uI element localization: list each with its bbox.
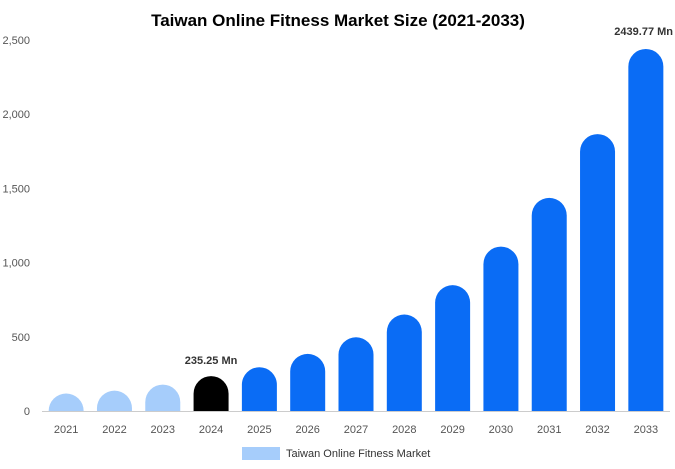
x-tick-label: 2021 bbox=[54, 424, 78, 436]
legend-swatch[interactable] bbox=[242, 447, 280, 460]
data-label-2033: 2439.77 Mn bbox=[614, 26, 673, 38]
data-labels-group: 235.25 Mn 2439.77 Mn bbox=[185, 26, 673, 367]
y-tick-label: 1,500 bbox=[2, 183, 30, 195]
x-tick-label: 2028 bbox=[392, 424, 416, 436]
bar-2024[interactable] bbox=[193, 376, 229, 411]
x-tick-label: 2030 bbox=[489, 424, 513, 436]
bar-2032[interactable] bbox=[580, 134, 616, 411]
x-tick-label: 2023 bbox=[151, 424, 175, 436]
legend[interactable]: Taiwan Online Fitness Market bbox=[242, 447, 430, 460]
chart-title: Taiwan Online Fitness Market Size (2021-… bbox=[151, 11, 525, 30]
y-tick-label: 1,000 bbox=[2, 258, 30, 270]
bar-2033[interactable] bbox=[628, 48, 664, 411]
x-tick-label: 2026 bbox=[295, 424, 319, 436]
bars-group bbox=[48, 48, 664, 412]
bar-2030[interactable] bbox=[483, 246, 519, 411]
bar-2026[interactable] bbox=[290, 353, 326, 411]
y-tick-label: 2,500 bbox=[2, 35, 30, 47]
legend-label[interactable]: Taiwan Online Fitness Market bbox=[286, 448, 430, 460]
x-tick-label: 2032 bbox=[585, 424, 609, 436]
x-axis: 2021 2022 2023 2024 2025 2026 2027 2028 2029 2030… bbox=[54, 424, 658, 436]
bar-2025[interactable] bbox=[241, 367, 277, 411]
bar-2021[interactable] bbox=[48, 393, 84, 412]
x-tick-label: 2029 bbox=[440, 424, 464, 436]
x-tick-label: 2024 bbox=[199, 424, 223, 436]
x-tick-label: 2022 bbox=[102, 424, 126, 436]
x-tick-label: 2025 bbox=[247, 424, 271, 436]
x-tick-label: 2033 bbox=[634, 424, 658, 436]
y-axis: 0 500 1,000 1,500 2,000 2,500 bbox=[2, 35, 30, 418]
bar-2028[interactable] bbox=[386, 314, 422, 411]
bar-2031[interactable] bbox=[531, 197, 567, 411]
bar-2023[interactable] bbox=[145, 384, 181, 411]
x-tick-label: 2027 bbox=[344, 424, 368, 436]
y-tick-label: 500 bbox=[12, 332, 30, 344]
bar-2029[interactable] bbox=[435, 285, 471, 411]
bar-2027[interactable] bbox=[338, 337, 374, 411]
y-tick-label: 2,000 bbox=[2, 109, 30, 121]
bar-2022[interactable] bbox=[96, 390, 132, 411]
x-tick-label: 2031 bbox=[537, 424, 561, 436]
y-tick-label: 0 bbox=[24, 406, 30, 418]
data-label-2024: 235.25 Mn bbox=[185, 355, 238, 367]
